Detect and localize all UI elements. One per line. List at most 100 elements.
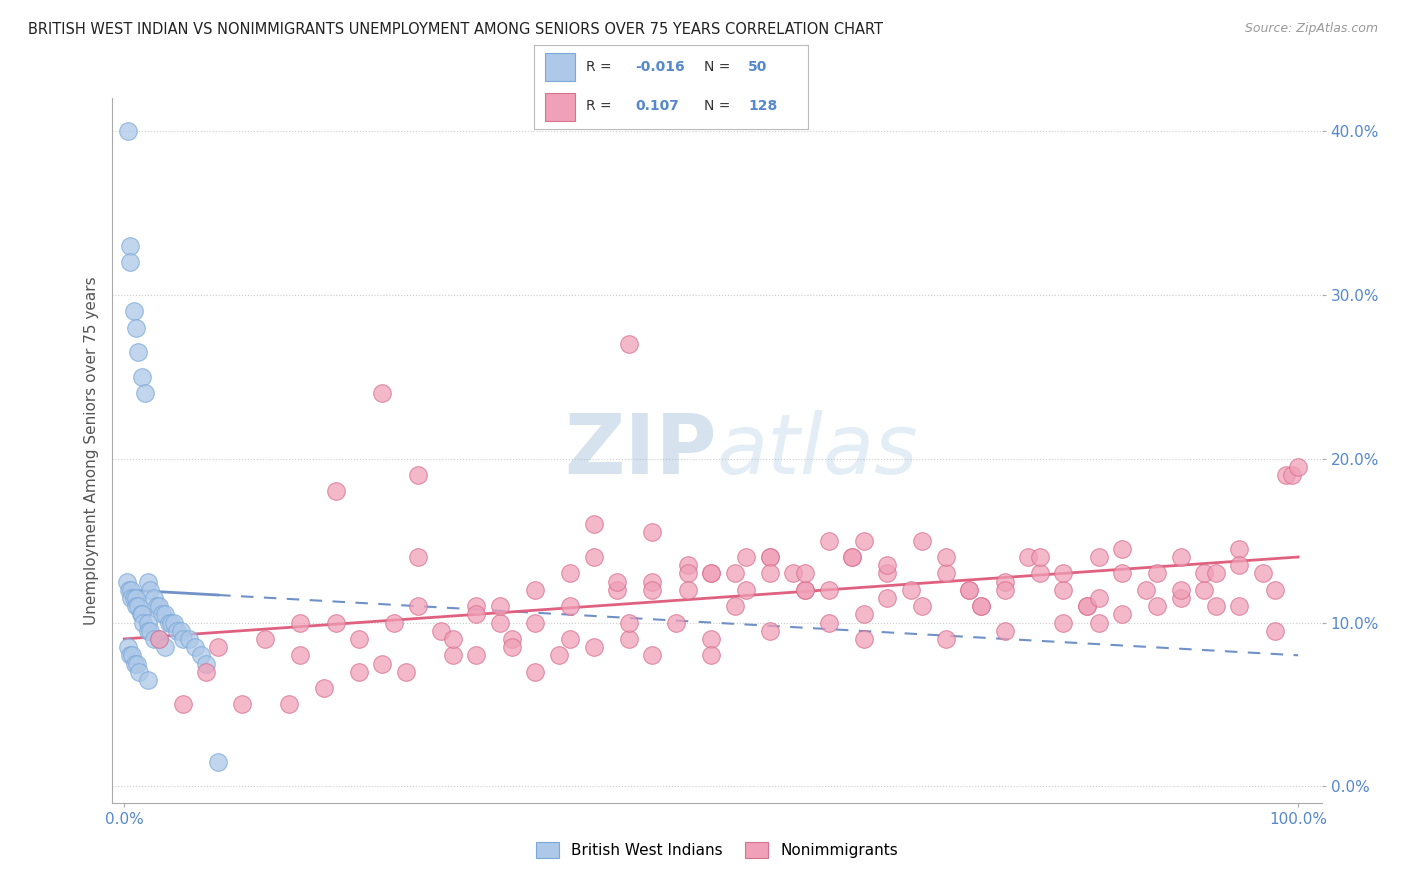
Point bbox=[160, 615, 183, 630]
Point bbox=[794, 582, 817, 597]
Point bbox=[841, 549, 863, 564]
Point bbox=[1281, 468, 1303, 483]
Point bbox=[852, 533, 875, 548]
Point bbox=[395, 665, 418, 679]
Point bbox=[501, 632, 523, 646]
Point bbox=[136, 673, 159, 687]
Point bbox=[641, 582, 664, 597]
Point bbox=[970, 599, 993, 614]
Point bbox=[169, 624, 191, 638]
Point bbox=[911, 533, 934, 548]
Point bbox=[172, 698, 194, 712]
Text: N =: N = bbox=[704, 60, 731, 74]
Point bbox=[759, 549, 782, 564]
Point bbox=[139, 624, 162, 638]
Point bbox=[125, 320, 148, 334]
Point bbox=[582, 549, 605, 564]
Point bbox=[120, 255, 142, 269]
Point bbox=[118, 582, 141, 597]
Point bbox=[120, 238, 142, 252]
Point bbox=[1205, 566, 1227, 581]
Point bbox=[121, 648, 143, 663]
Point bbox=[1087, 591, 1109, 605]
Point bbox=[1286, 459, 1309, 474]
Point bbox=[676, 566, 699, 581]
Point bbox=[1251, 566, 1274, 581]
Point bbox=[120, 591, 142, 605]
Text: BRITISH WEST INDIAN VS NONIMMIGRANTS UNEMPLOYMENT AMONG SENIORS OVER 75 YEARS CO: BRITISH WEST INDIAN VS NONIMMIGRANTS UNE… bbox=[28, 22, 883, 37]
Point bbox=[128, 665, 150, 679]
Point bbox=[759, 624, 782, 638]
Bar bbox=[546, 93, 575, 120]
Point bbox=[759, 549, 782, 564]
Point bbox=[441, 648, 464, 663]
Point bbox=[1111, 541, 1133, 556]
Point bbox=[122, 304, 145, 318]
Point bbox=[157, 615, 180, 630]
Point bbox=[676, 558, 699, 573]
Point bbox=[1229, 558, 1251, 573]
Point bbox=[876, 566, 898, 581]
Point bbox=[1275, 468, 1298, 483]
Point bbox=[142, 632, 165, 646]
Point bbox=[290, 648, 312, 663]
Point bbox=[935, 632, 957, 646]
Text: 0.107: 0.107 bbox=[636, 100, 679, 113]
Point bbox=[876, 558, 898, 573]
Text: R =: R = bbox=[586, 100, 612, 113]
Text: R =: R = bbox=[586, 60, 612, 74]
Point bbox=[900, 582, 922, 597]
Point bbox=[465, 607, 488, 622]
Point bbox=[617, 632, 640, 646]
Point bbox=[501, 640, 523, 654]
Point bbox=[1229, 599, 1251, 614]
Point bbox=[129, 607, 152, 622]
Point bbox=[1135, 582, 1157, 597]
Point bbox=[190, 648, 212, 663]
Point bbox=[524, 665, 547, 679]
Point bbox=[935, 566, 957, 581]
Text: N =: N = bbox=[704, 100, 731, 113]
Point bbox=[195, 665, 218, 679]
Point bbox=[1111, 566, 1133, 581]
Text: -0.016: -0.016 bbox=[636, 60, 685, 74]
Point bbox=[911, 599, 934, 614]
Point bbox=[117, 124, 139, 138]
Point bbox=[120, 582, 142, 597]
Point bbox=[382, 615, 405, 630]
Point bbox=[935, 549, 957, 564]
Point bbox=[524, 615, 547, 630]
Point bbox=[277, 698, 299, 712]
Point bbox=[1052, 582, 1074, 597]
Point bbox=[700, 632, 723, 646]
Point bbox=[641, 648, 664, 663]
Point bbox=[782, 566, 804, 581]
Point bbox=[560, 566, 582, 581]
Point bbox=[124, 657, 146, 671]
Point bbox=[1194, 582, 1216, 597]
Point bbox=[724, 566, 747, 581]
Point bbox=[1076, 599, 1098, 614]
Point bbox=[1264, 624, 1286, 638]
Point bbox=[406, 549, 429, 564]
Point bbox=[794, 566, 817, 581]
Point bbox=[1029, 566, 1052, 581]
Point bbox=[127, 599, 149, 614]
Point bbox=[142, 591, 165, 605]
Point bbox=[371, 657, 394, 671]
Point bbox=[148, 599, 170, 614]
Point bbox=[162, 615, 184, 630]
Point bbox=[1264, 582, 1286, 597]
Point bbox=[524, 582, 547, 597]
Point bbox=[183, 640, 205, 654]
Point bbox=[970, 599, 993, 614]
Point bbox=[117, 640, 139, 654]
Point bbox=[465, 599, 488, 614]
Point bbox=[560, 632, 582, 646]
Point bbox=[994, 574, 1017, 589]
Point bbox=[231, 698, 253, 712]
Point bbox=[817, 582, 839, 597]
Y-axis label: Unemployment Among Seniors over 75 years: Unemployment Among Seniors over 75 years bbox=[83, 277, 98, 624]
Point bbox=[582, 640, 605, 654]
Point bbox=[1111, 607, 1133, 622]
